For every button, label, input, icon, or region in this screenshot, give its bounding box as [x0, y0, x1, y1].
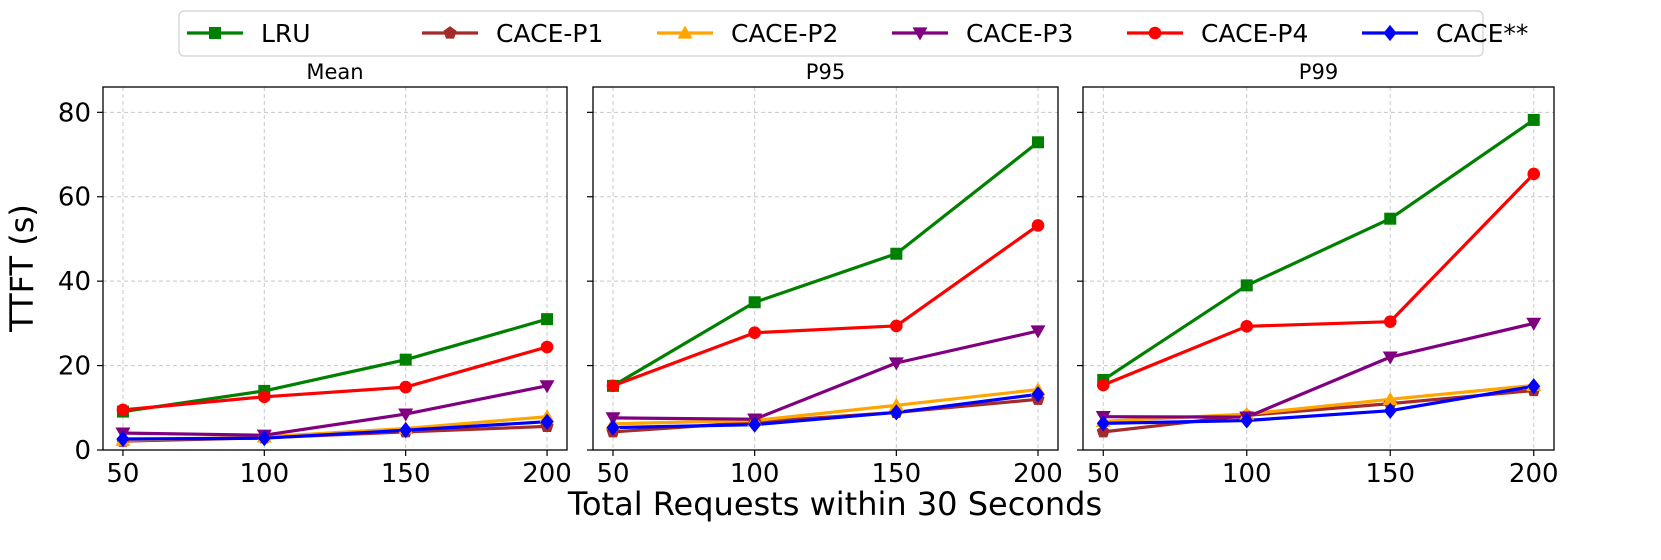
series-line-cacestarstar [612, 392, 1039, 430]
x-tick-label: 100 [1222, 459, 1272, 489]
series-line-cace-p4 [612, 224, 1039, 388]
data-point-cace-p4 [1527, 167, 1541, 181]
x-tick-label: 50 [596, 459, 629, 489]
legend-label: CACE-P2 [731, 19, 838, 48]
y-tick-label: 40 [58, 267, 91, 297]
legend-label: CACE-P3 [966, 19, 1073, 48]
panel-p95 [587, 86, 1059, 456]
x-tick-label: 50 [106, 459, 139, 489]
data-point-cacestarstar [257, 430, 271, 447]
legend-label: CACE-P1 [496, 19, 603, 48]
data-point-lru [541, 313, 554, 326]
data-point-lru [1240, 279, 1253, 292]
data-point-cace-p3 [605, 412, 621, 426]
data-point-cacestarstar [116, 430, 130, 448]
plot-frame [592, 86, 1059, 451]
y-axis-label: TTFT (s) [3, 204, 41, 333]
data-point-cace-p3 [888, 357, 904, 371]
legend: LRU CACE-P1 CACE-P2 CACE-P3 CACE-P4 CACE** [178, 10, 1528, 57]
data-point-cace-p3 [398, 408, 414, 422]
legend-marker [677, 25, 693, 39]
legend-marker [443, 26, 457, 39]
panel-title: P99 [1299, 60, 1338, 84]
series-line-cacestarstar [1103, 384, 1534, 425]
data-point-cace-p4 [606, 379, 620, 393]
data-point-cace-p4 [890, 319, 903, 333]
data-point-lru [399, 353, 412, 366]
legend-label: CACE-P4 [1201, 19, 1308, 48]
data-point-cacestarstar [540, 413, 554, 430]
x-tick-label: 100 [239, 459, 289, 489]
series-line-lru [612, 141, 1039, 388]
data-point-cace-p3 [1526, 317, 1542, 331]
panel-p99 [1077, 86, 1555, 456]
data-point-cace-p4 [116, 403, 130, 417]
data-point-cace-p4 [748, 326, 761, 339]
legend-marker [1383, 24, 1397, 42]
data-point-lru [890, 247, 903, 260]
y-tick-label: 0 [74, 436, 91, 466]
data-point-cacestarstar [748, 416, 762, 433]
series-line-cace-p4 [122, 345, 548, 412]
data-point-cacestarstar [1031, 386, 1045, 403]
data-point-cace-p4 [540, 340, 554, 354]
data-point-cacestarstar [1240, 412, 1254, 429]
data-point-cacestarstar [606, 419, 620, 436]
data-point-cace-p3 [1030, 325, 1046, 339]
data-point-lru [748, 296, 761, 309]
x-tick-label: 200 [1013, 459, 1063, 489]
series-line-cace-p2 [612, 388, 1039, 426]
data-point-cacestarstar [1527, 378, 1541, 395]
y-tick-label: 60 [58, 183, 91, 213]
data-point-cacestarstar [1096, 415, 1110, 432]
data-point-cace-p2 [888, 397, 904, 411]
data-point-cace-p2 [1382, 391, 1398, 405]
x-tick-label: 150 [1365, 459, 1415, 489]
legend-marker [209, 27, 221, 39]
data-point-lru [1032, 136, 1045, 149]
y-tick-label: 20 [58, 352, 91, 382]
data-point-cacestarstar [889, 404, 903, 421]
data-point-cacestarstar [399, 422, 413, 439]
series-line-cace-p3 [122, 384, 548, 437]
data-point-cace-p4 [1240, 320, 1254, 333]
y-tick-label: 80 [58, 98, 91, 128]
legend-marker [1148, 26, 1162, 40]
legend-box [178, 10, 1484, 57]
x-tick-label: 200 [1509, 459, 1559, 489]
data-point-lru [1384, 212, 1397, 225]
plot-frame [1082, 86, 1555, 451]
panel-mean [97, 86, 568, 456]
data-point-cace-p3 [539, 380, 555, 394]
data-point-cace-p4 [1383, 315, 1397, 328]
legend-marker [912, 27, 928, 41]
plot-frame [102, 86, 568, 451]
x-tick-label: 150 [381, 459, 431, 489]
series-line-cace-p4 [1102, 172, 1535, 387]
series-line-lru [1102, 118, 1535, 382]
panel-title: Mean [306, 60, 363, 84]
data-point-lru [1527, 113, 1540, 126]
x-tick-label: 100 [730, 459, 780, 489]
data-point-cacestarstar [1383, 402, 1397, 419]
data-point-cace-p4 [258, 390, 271, 404]
data-point-cace-p4 [399, 380, 412, 394]
legend-label: LRU [261, 19, 311, 48]
x-tick-label: 150 [872, 459, 922, 489]
series-line-lru [122, 317, 548, 414]
x-tick-label: 50 [1087, 459, 1120, 489]
series-line-cace-p3 [1103, 321, 1535, 419]
data-point-cace-p3 [1382, 351, 1398, 365]
data-point-cace-p4 [1031, 219, 1045, 232]
x-tick-label: 200 [522, 459, 572, 489]
x-axis-label: Total Requests within 30 Seconds [567, 485, 1102, 523]
data-point-cace-p4 [1096, 378, 1110, 392]
legend-label: CACE** [1436, 19, 1528, 48]
panel-title: P95 [806, 60, 845, 84]
series-line-cace-p3 [612, 329, 1039, 421]
series-line-cacestarstar [122, 420, 548, 441]
